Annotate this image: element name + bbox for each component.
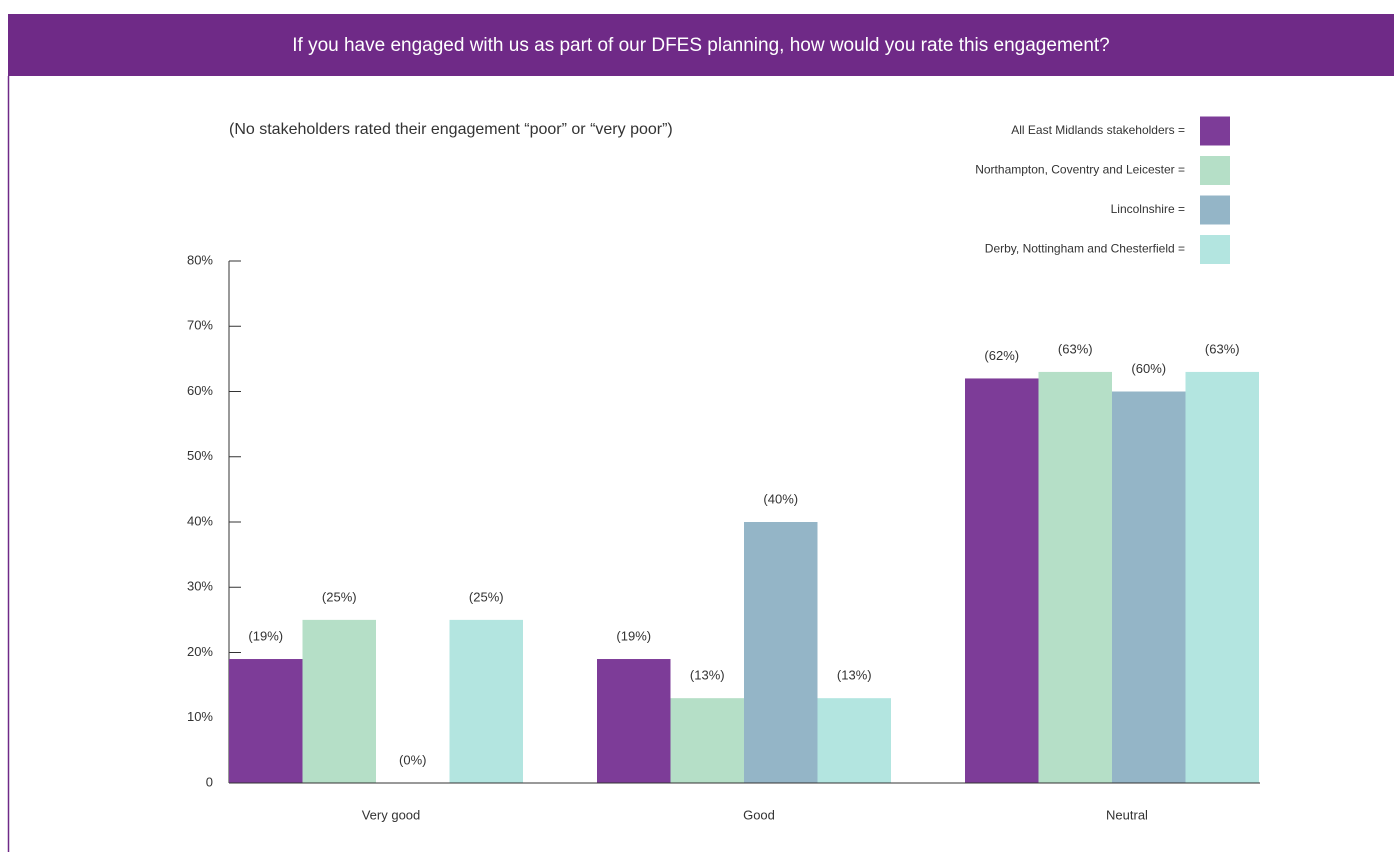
legend-swatch [1200,235,1230,264]
legend-swatch [1200,116,1230,146]
chart-subtitle: (No stakeholders rated their engagement … [229,121,673,138]
value-label: (19%) [616,628,651,643]
bar [744,522,818,783]
value-label: (63%) [1205,341,1240,356]
value-label: (63%) [1058,341,1093,356]
bar [817,698,891,783]
x-tick-label: Good [743,807,775,822]
bar [1112,391,1186,783]
y-tick-label: 0 [206,774,213,789]
value-label: (25%) [322,589,357,604]
bar [1185,371,1259,783]
value-label: (13%) [837,668,872,683]
y-tick-label: 10% [187,709,213,724]
value-label: (40%) [763,491,798,506]
value-label: (60%) [1131,361,1166,376]
header-bar [8,14,1394,76]
y-tick-label: 20% [187,644,213,659]
value-label: (25%) [469,589,504,604]
x-tick-label: Very good [362,807,421,822]
legend-swatch [1200,195,1230,225]
y-tick-label: 60% [187,383,213,398]
y-tick-label: 80% [187,252,213,267]
legend-label: Derby, Nottingham and Chesterfield = [985,242,1185,256]
bar [229,659,303,783]
value-label: (0%) [399,752,426,767]
chart-title: If you have engaged with us as part of o… [292,35,1110,56]
legend-label: Lincolnshire = [1111,202,1185,216]
bar [670,698,744,783]
legend-label: Northampton, Coventry and Leicester = [975,163,1185,177]
y-tick-label: 40% [187,513,213,528]
bar [597,659,671,783]
value-label: (19%) [248,628,283,643]
legend-label: All East Midlands stakeholders = [1011,123,1185,137]
bar [965,378,1039,783]
value-label: (13%) [690,668,725,683]
y-tick-label: 30% [187,579,213,594]
y-tick-label: 50% [187,448,213,463]
bar [1038,371,1112,783]
y-tick-label: 70% [187,318,213,333]
legend-swatch [1200,156,1230,185]
value-label: (62%) [984,348,1019,363]
bar [449,619,523,783]
x-tick-label: Neutral [1106,807,1148,822]
bar [302,619,376,783]
